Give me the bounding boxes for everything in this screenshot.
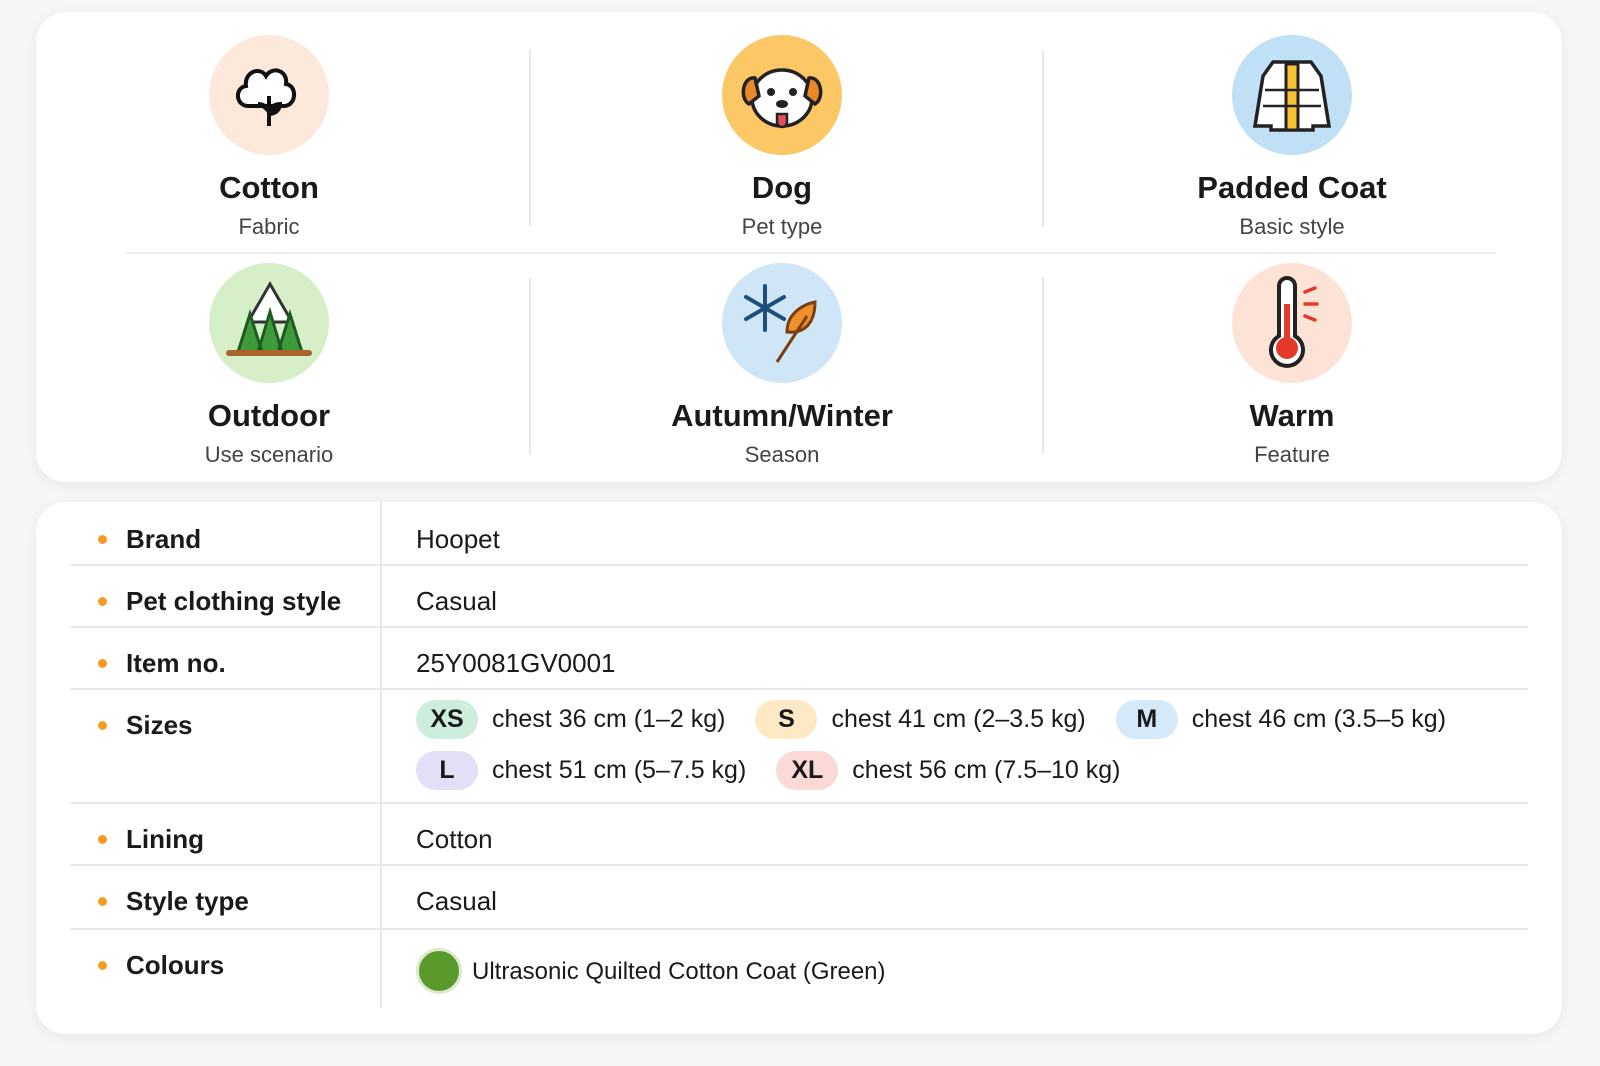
spec-row: Colours Ultrasonic Quilted Cotton Coat (G… [70, 928, 1528, 1008]
spec-label-cell: Brand [70, 502, 382, 564]
spec-row: Lining Cotton [70, 802, 1528, 866]
spec-value: Casual [416, 886, 497, 916]
feature-title: Outdoor [207, 398, 331, 433]
spec-label: Item no. [126, 648, 226, 678]
spec-label-cell: Sizes [70, 688, 382, 802]
spec-row: Style type Casual [70, 864, 1528, 930]
feature-title: Dog [751, 170, 813, 205]
size-chip: XS [416, 700, 478, 739]
icon-warm [1232, 263, 1352, 383]
size-desc: chest 41 cm (2–3.5 kg) [831, 705, 1086, 733]
spec-label: Lining [126, 824, 204, 854]
divider [529, 50, 531, 226]
spec-label: Sizes [126, 710, 193, 740]
features-card: Cotton Fabric Dog Pet type Padded Coat B… [36, 12, 1562, 482]
feature-subtitle: Feature [1254, 442, 1330, 467]
spec-label: Brand [126, 524, 202, 554]
spec-label-cell: Style type [70, 864, 382, 928]
feature: Autumn/Winter Season [527, 262, 1037, 468]
divider [1042, 50, 1044, 226]
size-option: XS chest 36 cm (1–2 kg) [416, 700, 725, 739]
icon-dog [722, 35, 842, 155]
feature-title: Autumn/Winter [671, 398, 893, 433]
feature-title: Cotton [219, 170, 319, 205]
feature: Cotton Fabric [14, 34, 524, 240]
icon-outdoor [209, 263, 329, 383]
size-option: XL chest 56 cm (7.5–10 kg) [776, 751, 1121, 790]
feature-title: Warm [1249, 398, 1335, 433]
spec-label: Style type [126, 886, 249, 916]
spec-value: Cotton [416, 824, 493, 854]
spec-label: Colours [126, 950, 225, 980]
icon-coat [1232, 35, 1352, 155]
spec-label-cell: Colours [70, 928, 382, 1008]
feature: Outdoor Use scenario [14, 262, 524, 468]
spec-value: 25Y0081GV0001 [416, 648, 616, 678]
feature: Dog Pet type [527, 34, 1037, 240]
spec-row: Pet clothing style Casual [70, 564, 1528, 628]
icon-cotton [209, 35, 329, 155]
divider [1042, 278, 1044, 454]
size-desc: chest 36 cm (1–2 kg) [492, 705, 726, 733]
feature-subtitle: Use scenario [204, 442, 334, 467]
size-desc: chest 51 cm (5–7.5 kg) [492, 756, 747, 784]
feature-subtitle: Season [744, 442, 820, 467]
spec-label-cell: Pet clothing style [70, 564, 382, 626]
spec-label-cell: Item no. [70, 626, 382, 688]
size-desc: chest 46 cm (3.5–5 kg) [1191, 705, 1447, 733]
spec-row: Brand Hoopet [70, 502, 1528, 566]
divider [529, 278, 531, 454]
feature-subtitle: Basic style [1239, 214, 1345, 239]
feature: Padded Coat Basic style [1037, 34, 1547, 240]
colour-swatch [416, 948, 462, 994]
size-chip: S [755, 700, 818, 739]
feature: Warm Feature [1037, 262, 1547, 468]
size-desc: chest 56 cm (7.5–10 kg) [852, 756, 1121, 784]
feature-subtitle: Pet type [741, 214, 823, 239]
specs-card: Brand Hoopet Pet clothing style Casual Item … [36, 502, 1562, 1034]
spec-value: Hoopet [416, 524, 500, 554]
size-chip: L [416, 751, 478, 790]
colour-name: Ultrasonic Quilted Cotton Coat (Green) [472, 958, 886, 985]
spec-label-cell: Lining [70, 802, 382, 864]
spec-label: Pet clothing style [126, 586, 342, 616]
size-chip: M [1115, 700, 1178, 739]
spec-value: Casual [416, 586, 497, 616]
feature-title: Padded Coat [1197, 170, 1387, 205]
icon-season [722, 263, 842, 383]
size-chip: XL [776, 751, 839, 790]
divider [126, 252, 1496, 254]
feature-subtitle: Fabric [238, 214, 300, 239]
spec-row: Item no. 25Y0081GV0001 [70, 626, 1528, 690]
